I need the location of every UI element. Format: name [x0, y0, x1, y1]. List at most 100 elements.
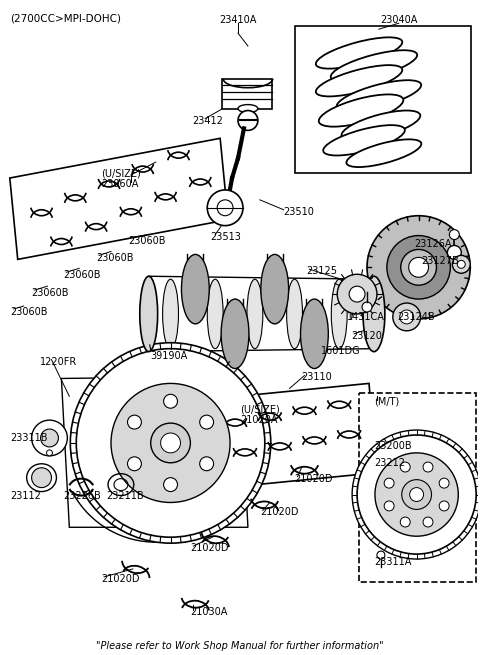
- Bar: [359, 393, 476, 582]
- Circle shape: [449, 230, 459, 240]
- Circle shape: [151, 423, 191, 463]
- Text: 23040A: 23040A: [380, 15, 418, 26]
- Circle shape: [357, 435, 476, 554]
- Text: 23211B: 23211B: [106, 491, 144, 500]
- Text: 23060B: 23060B: [128, 236, 166, 246]
- Polygon shape: [218, 383, 377, 487]
- Circle shape: [207, 190, 243, 225]
- Circle shape: [362, 302, 372, 312]
- Ellipse shape: [323, 125, 405, 155]
- Text: 23110: 23110: [301, 373, 332, 383]
- Circle shape: [409, 487, 423, 502]
- Circle shape: [128, 415, 142, 429]
- Circle shape: [400, 462, 410, 472]
- Text: 39190A: 39190A: [151, 350, 188, 361]
- Circle shape: [439, 501, 449, 511]
- Circle shape: [402, 479, 432, 510]
- Ellipse shape: [341, 111, 420, 140]
- Ellipse shape: [331, 50, 417, 81]
- Circle shape: [400, 517, 410, 527]
- Text: 23513: 23513: [210, 232, 241, 242]
- Circle shape: [452, 255, 470, 273]
- Circle shape: [47, 450, 52, 456]
- Ellipse shape: [331, 279, 347, 348]
- Text: 21020D: 21020D: [260, 508, 299, 517]
- Circle shape: [76, 348, 265, 537]
- Text: 23212: 23212: [374, 458, 405, 468]
- Circle shape: [377, 551, 385, 559]
- Text: 21020D: 21020D: [295, 474, 333, 483]
- Ellipse shape: [140, 276, 157, 352]
- Circle shape: [217, 200, 233, 215]
- Text: 21020D: 21020D: [191, 543, 229, 553]
- Text: 23226B: 23226B: [63, 491, 101, 500]
- Text: 23126A: 23126A: [415, 238, 452, 248]
- Ellipse shape: [261, 254, 288, 324]
- Polygon shape: [222, 79, 272, 109]
- Text: 21020A: 21020A: [240, 415, 277, 425]
- Circle shape: [423, 462, 433, 472]
- Text: 23311A: 23311A: [374, 557, 411, 567]
- Ellipse shape: [207, 279, 223, 348]
- Circle shape: [349, 286, 365, 302]
- Text: (U/SIZE): (U/SIZE): [101, 168, 141, 178]
- Circle shape: [384, 478, 394, 488]
- Ellipse shape: [221, 299, 249, 369]
- Ellipse shape: [316, 65, 402, 96]
- Ellipse shape: [300, 299, 328, 369]
- Ellipse shape: [363, 276, 385, 352]
- Text: (2700CC>MPI-DOHC): (2700CC>MPI-DOHC): [10, 13, 121, 24]
- Circle shape: [337, 274, 377, 314]
- Circle shape: [401, 250, 436, 285]
- Circle shape: [164, 477, 178, 491]
- Text: 23200B: 23200B: [374, 441, 411, 451]
- Text: 23060B: 23060B: [10, 307, 48, 317]
- Text: 23060B: 23060B: [32, 288, 69, 298]
- Text: 23060A: 23060A: [101, 179, 138, 189]
- Ellipse shape: [163, 279, 179, 348]
- Text: 23120: 23120: [351, 331, 382, 341]
- Circle shape: [352, 430, 480, 559]
- Ellipse shape: [347, 140, 421, 167]
- Text: 1220FR: 1220FR: [39, 356, 77, 367]
- Circle shape: [387, 236, 450, 299]
- Circle shape: [375, 453, 458, 536]
- Text: 23060B: 23060B: [63, 271, 101, 280]
- Circle shape: [423, 517, 433, 527]
- Text: 23412: 23412: [192, 117, 223, 126]
- Text: 1431CA: 1431CA: [347, 312, 385, 322]
- Circle shape: [447, 246, 461, 259]
- Bar: [295, 26, 471, 173]
- Circle shape: [367, 215, 470, 319]
- Ellipse shape: [319, 94, 403, 126]
- Text: 23060B: 23060B: [96, 253, 133, 263]
- Circle shape: [164, 394, 178, 408]
- Circle shape: [439, 478, 449, 488]
- Text: 23124B: 23124B: [397, 312, 434, 322]
- Text: 23410A: 23410A: [219, 15, 257, 26]
- Circle shape: [238, 111, 258, 130]
- Circle shape: [393, 303, 420, 331]
- Text: (U/SIZE): (U/SIZE): [240, 404, 280, 414]
- Ellipse shape: [287, 279, 302, 348]
- Circle shape: [408, 257, 429, 277]
- Circle shape: [32, 468, 51, 487]
- Text: 23510: 23510: [284, 207, 314, 217]
- Ellipse shape: [316, 37, 402, 69]
- Ellipse shape: [238, 105, 258, 113]
- Ellipse shape: [181, 254, 209, 324]
- Circle shape: [40, 429, 59, 447]
- Polygon shape: [10, 138, 228, 259]
- Circle shape: [200, 415, 214, 429]
- Text: 23112: 23112: [10, 491, 41, 500]
- Circle shape: [71, 343, 271, 543]
- Circle shape: [161, 433, 180, 453]
- Circle shape: [384, 501, 394, 511]
- Circle shape: [400, 310, 414, 324]
- Text: "Please refer to Work Shop Manual for further information": "Please refer to Work Shop Manual for fu…: [96, 641, 384, 651]
- Text: 23311B: 23311B: [10, 433, 48, 443]
- Text: 1601DG: 1601DG: [322, 346, 361, 356]
- Text: (M/T): (M/T): [374, 396, 399, 406]
- Polygon shape: [61, 377, 248, 527]
- Circle shape: [200, 457, 214, 471]
